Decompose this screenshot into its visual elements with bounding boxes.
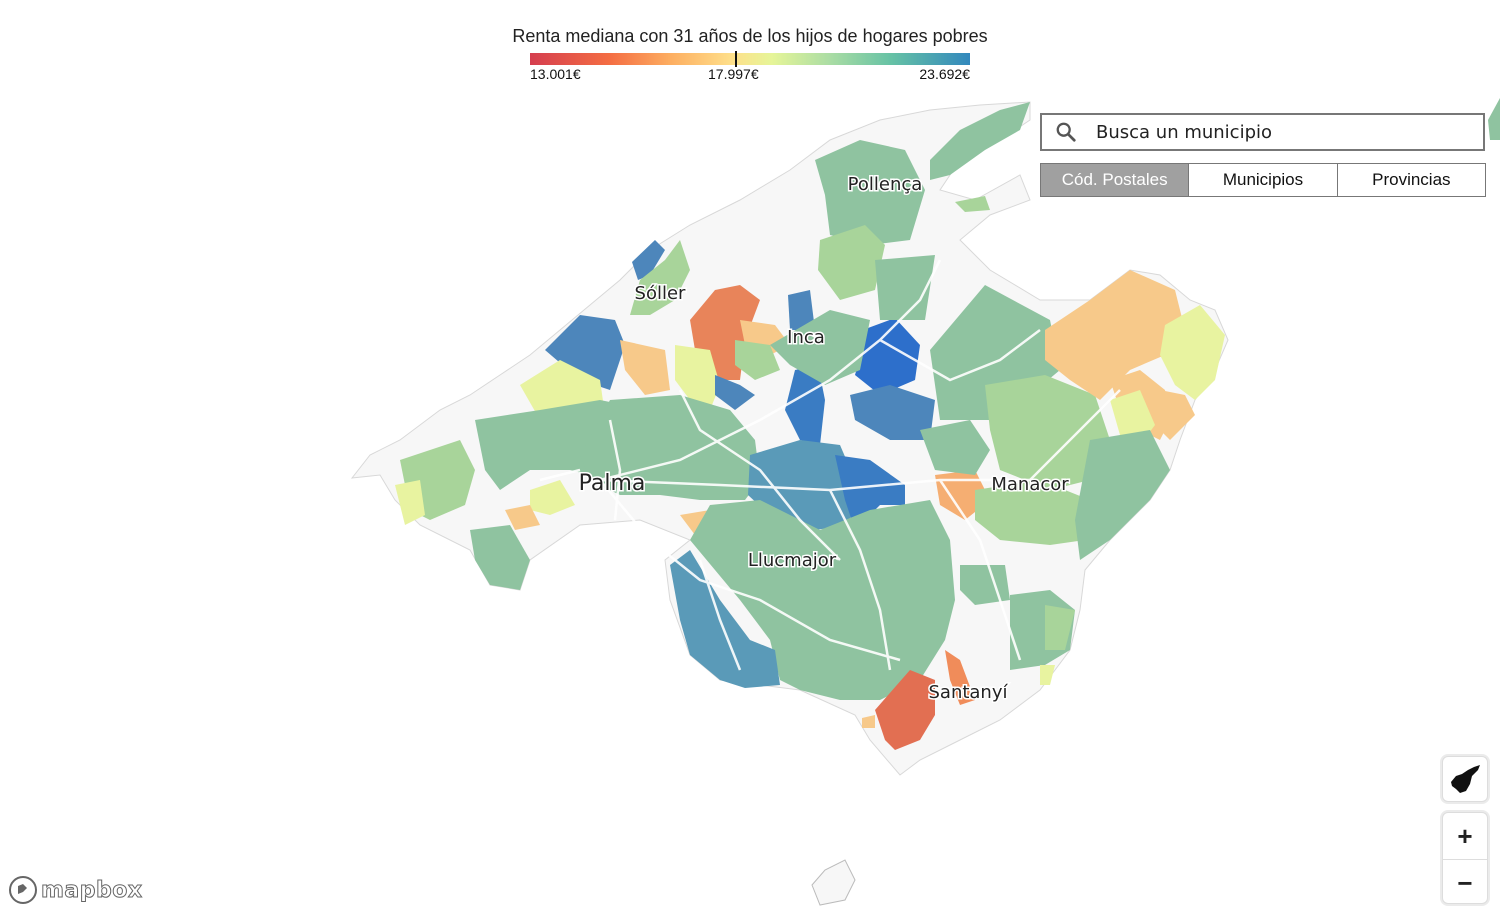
municipality-search[interactable]	[1040, 113, 1485, 151]
region-soller-blue[interactable]	[632, 240, 665, 280]
region-santanyi-orange[interactable]	[945, 650, 975, 705]
region-llucmajor-coast[interactable]	[670, 550, 780, 688]
region-ne-orange3[interactable]	[1160, 390, 1195, 440]
region-palma-orange[interactable]	[505, 505, 540, 530]
island-mallorca	[350, 101, 1229, 776]
region-west-blue[interactable]	[545, 315, 625, 390]
map-labels: Pollença Sóller Inca Palma Manacor Llucm…	[577, 173, 1071, 705]
search-icon	[1056, 122, 1076, 142]
region-center-blue[interactable]	[835, 455, 905, 530]
region-formentor[interactable]	[930, 102, 1030, 180]
search-input[interactable]	[1094, 120, 1478, 144]
region-ne-yellow[interactable]	[1160, 305, 1225, 400]
region-pollenca-south[interactable]	[818, 225, 885, 300]
region-pollenca[interactable]	[815, 140, 925, 245]
legend-min-label: 13.001€	[530, 66, 581, 82]
mapbox-logo[interactable]: mapbox	[8, 874, 143, 906]
region-blue-left[interactable]	[715, 375, 755, 410]
cabrera-islets	[811, 859, 856, 906]
region-felanitx-light[interactable]	[1045, 605, 1075, 650]
color-legend: Renta mediana con 31 años de los hijos d…	[480, 26, 1020, 84]
legend-gradient	[530, 53, 970, 65]
region-santanyi-small[interactable]	[862, 715, 875, 728]
region-east-green2[interactable]	[985, 375, 1110, 490]
region-blue-center[interactable]	[785, 365, 825, 445]
region-inca-green[interactable]	[735, 340, 780, 380]
island-selector-button[interactable]	[1442, 756, 1488, 802]
region-calvia[interactable]	[470, 525, 530, 590]
region-inca-area[interactable]	[770, 310, 870, 385]
label-llucmajor: Llucmajor	[748, 550, 837, 571]
label-palma: Palma	[579, 471, 646, 496]
island-shape-icon	[1451, 765, 1480, 793]
label-inca: Inca	[787, 327, 825, 348]
tab-codigos-postales[interactable]: Cód. Postales	[1041, 164, 1189, 196]
region-pale-center[interactable]	[675, 345, 720, 410]
region-llucmajor[interactable]	[690, 500, 955, 700]
legend-labels: 13.001€ 17.997€ 23.692€	[530, 66, 970, 84]
legend-max-label: 23.692€	[919, 66, 970, 82]
region-north-green[interactable]	[875, 255, 935, 320]
tab-provincias[interactable]: Provincias	[1336, 164, 1485, 196]
region-menorca-edge	[1488, 98, 1500, 140]
region-east-coast[interactable]	[1075, 430, 1170, 560]
legend-mid-label: 17.997€	[708, 66, 759, 82]
region-manacor-green2[interactable]	[920, 420, 990, 475]
tab-municipios[interactable]: Municipios	[1188, 164, 1337, 196]
mapbox-wordmark: mapbox	[41, 877, 143, 903]
region-blue-strip[interactable]	[788, 290, 815, 330]
label-santanyi: Santanyí	[928, 682, 1008, 703]
zoom-in-button[interactable]: +	[1443, 813, 1487, 860]
mapbox-icon	[9, 876, 37, 904]
zoom-controls: + −	[1442, 812, 1488, 904]
region-west-orange[interactable]	[620, 340, 670, 395]
region-santanyi-red[interactable]	[875, 670, 935, 750]
legend-title: Renta mediana con 31 años de los hijos d…	[512, 26, 988, 46]
region-se-yellow[interactable]	[1040, 665, 1055, 685]
region-inca-blue2[interactable]	[850, 385, 935, 440]
zoom-out-button[interactable]: −	[1457, 867, 1473, 898]
geography-level-tabs: Cód. Postales Municipios Provincias	[1040, 163, 1486, 197]
region-west-pale[interactable]	[395, 480, 425, 525]
region-manacor[interactable]	[975, 480, 1090, 545]
region-soller[interactable]	[630, 240, 690, 315]
label-pollenca: Pollença	[848, 174, 923, 195]
legend-median-marker	[735, 51, 737, 67]
legend-color-bar	[530, 51, 970, 67]
label-soller: Sóller	[635, 283, 687, 304]
region-alcudia-small[interactable]	[955, 196, 990, 212]
region-palma-pale[interactable]	[530, 480, 575, 515]
label-manacor: Manacor	[991, 474, 1069, 495]
region-inca-blue[interactable]	[855, 318, 920, 395]
road-network	[539, 259, 1121, 671]
region-arta-orange[interactable]	[1045, 270, 1185, 400]
